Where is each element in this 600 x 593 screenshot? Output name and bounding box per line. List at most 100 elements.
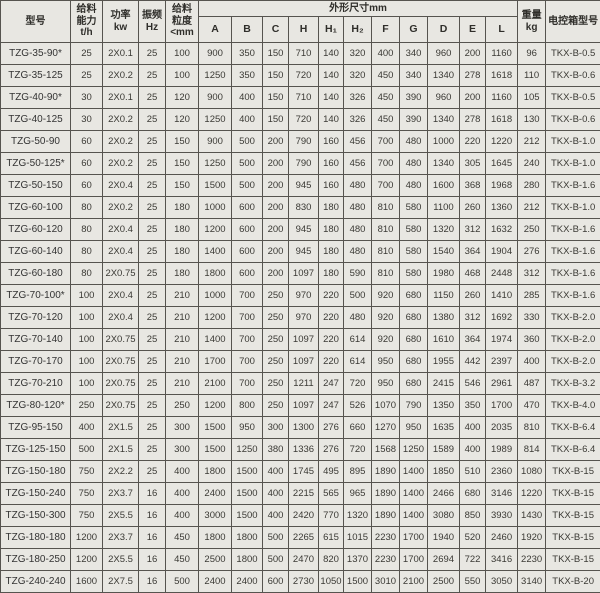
cell-power: 2X0.75 — [102, 372, 139, 395]
cell-dim-d: 1150 — [427, 284, 460, 307]
cell-granularity: 100 — [165, 42, 199, 65]
cell-model: TZG-60-100 — [0, 196, 71, 219]
table-row: TZG-125-150 500 2X1.5 25 300 1500 1250 380 1336 2… — [0, 438, 600, 461]
cell-control-box: TKX-B-6.4 — [545, 416, 600, 439]
cell-dim-c: 250 — [262, 284, 289, 307]
header-dimensions-group: 外形尺寸mm — [197, 0, 519, 17]
cell-dim-e: 400 — [459, 416, 486, 439]
cell-dim-d: 1340 — [427, 108, 460, 131]
cell-dim-b: 1800 — [231, 548, 263, 571]
cell-dim-e: 368 — [459, 174, 486, 197]
cell-dim-h: 1097 — [288, 262, 319, 285]
cell-dim-h: 710 — [288, 86, 319, 109]
cell-dim-b: 700 — [231, 284, 263, 307]
cell-control-box: TKX-B-20 — [545, 570, 600, 593]
cell-granularity: 210 — [165, 350, 199, 373]
cell-frequency: 16 — [138, 504, 166, 527]
cell-dim-l: 3416 — [484, 548, 519, 571]
cell-dim-d: 1635 — [427, 416, 460, 439]
header-granularity: 给料 粒度 <mm — [165, 0, 199, 43]
cell-control-box: TKX-B-1.6 — [545, 240, 600, 263]
cell-dim-e: 278 — [459, 64, 486, 87]
cell-dim-h2: 456 — [343, 152, 372, 175]
cell-dim-l: 1645 — [484, 152, 519, 175]
cell-weight: 240 — [517, 152, 547, 175]
cell-frequency: 25 — [138, 284, 166, 307]
table-row: TZG-80-120* 250 2X0.75 25 250 1200 800 250 1097 2… — [0, 394, 600, 417]
cell-dim-h2: 590 — [343, 262, 372, 285]
cell-capacity: 1600 — [70, 570, 103, 593]
cell-dim-f: 2230 — [371, 526, 400, 549]
cell-dim-g: 680 — [399, 350, 428, 373]
cell-power: 2X7.5 — [102, 570, 139, 593]
cell-dim-l: 1974 — [484, 328, 519, 351]
cell-dim-c: 150 — [262, 86, 289, 109]
cell-dim-g: 1400 — [399, 460, 428, 483]
cell-dim-l: 3930 — [484, 504, 519, 527]
cell-model: TZG-80-120* — [0, 394, 71, 417]
cell-dim-h2: 526 — [343, 394, 372, 417]
cell-control-box: TKX-B-2.0 — [545, 350, 600, 373]
cell-dim-h1: 140 — [318, 108, 344, 131]
cell-dim-c: 400 — [262, 504, 289, 527]
cell-power: 2X0.75 — [102, 350, 139, 373]
cell-weight: 212 — [517, 196, 547, 219]
cell-weight: 105 — [517, 86, 547, 109]
cell-dim-f: 950 — [371, 350, 400, 373]
cell-dim-f: 700 — [371, 152, 400, 175]
cell-model: TZG-70-100* — [0, 284, 71, 307]
cell-weight: 130 — [517, 108, 547, 131]
cell-dim-g: 390 — [399, 86, 428, 109]
cell-capacity: 60 — [70, 152, 103, 175]
cell-dim-h1: 276 — [318, 438, 344, 461]
cell-frequency: 25 — [138, 196, 166, 219]
header-dim-9: E — [459, 16, 486, 43]
cell-model: TZG-40-90* — [0, 86, 71, 109]
cell-dim-a: 1800 — [198, 526, 232, 549]
cell-dim-d: 1940 — [427, 526, 460, 549]
cell-dim-c: 600 — [262, 570, 289, 593]
cell-control-box: TKX-B-6.4 — [545, 438, 600, 461]
cell-dim-c: 200 — [262, 240, 289, 263]
cell-dim-g: 950 — [399, 416, 428, 439]
cell-dim-d: 1980 — [427, 262, 460, 285]
cell-dim-h: 945 — [288, 174, 319, 197]
cell-dim-d: 1589 — [427, 438, 460, 461]
cell-capacity: 100 — [70, 328, 103, 351]
cell-capacity: 100 — [70, 372, 103, 395]
cell-dim-h: 970 — [288, 306, 319, 329]
cell-dim-c: 500 — [262, 548, 289, 571]
cell-model: TZG-50-125* — [0, 152, 71, 175]
cell-capacity: 400 — [70, 416, 103, 439]
cell-dim-h: 1211 — [288, 372, 319, 395]
cell-capacity: 100 — [70, 350, 103, 373]
cell-dim-h: 830 — [288, 196, 319, 219]
cell-dim-e: 520 — [459, 526, 486, 549]
cell-dim-e: 364 — [459, 328, 486, 351]
cell-dim-a: 1500 — [198, 438, 232, 461]
table-row: TZG-180-180 1200 2X3.7 16 450 1800 1800 500 2265… — [0, 526, 600, 549]
cell-dim-l: 2460 — [484, 526, 519, 549]
cell-weight: 2230 — [517, 548, 547, 571]
cell-granularity: 210 — [165, 372, 199, 395]
cell-dim-e: 200 — [459, 86, 486, 109]
cell-capacity: 80 — [70, 240, 103, 263]
cell-granularity: 450 — [165, 526, 199, 549]
cell-model: TZG-50-150 — [0, 174, 71, 197]
cell-dim-g: 580 — [399, 218, 428, 241]
cell-dim-g: 1400 — [399, 482, 428, 505]
cell-dim-d: 1340 — [427, 64, 460, 87]
cell-dim-l: 1160 — [484, 42, 519, 65]
table-row: TZG-70-140 100 2X0.75 25 210 1400 700 250 1097 22… — [0, 328, 600, 351]
cell-granularity: 120 — [165, 86, 199, 109]
cell-granularity: 210 — [165, 284, 199, 307]
cell-dim-c: 250 — [262, 328, 289, 351]
cell-control-box: TKX-B-1.6 — [545, 262, 600, 285]
cell-dim-c: 400 — [262, 482, 289, 505]
cell-dim-h1: 140 — [318, 64, 344, 87]
cell-dim-a: 1400 — [198, 240, 232, 263]
cell-model: TZG-50-90 — [0, 130, 71, 153]
cell-control-box: TKX-B-15 — [545, 526, 600, 549]
cell-frequency: 25 — [138, 86, 166, 109]
